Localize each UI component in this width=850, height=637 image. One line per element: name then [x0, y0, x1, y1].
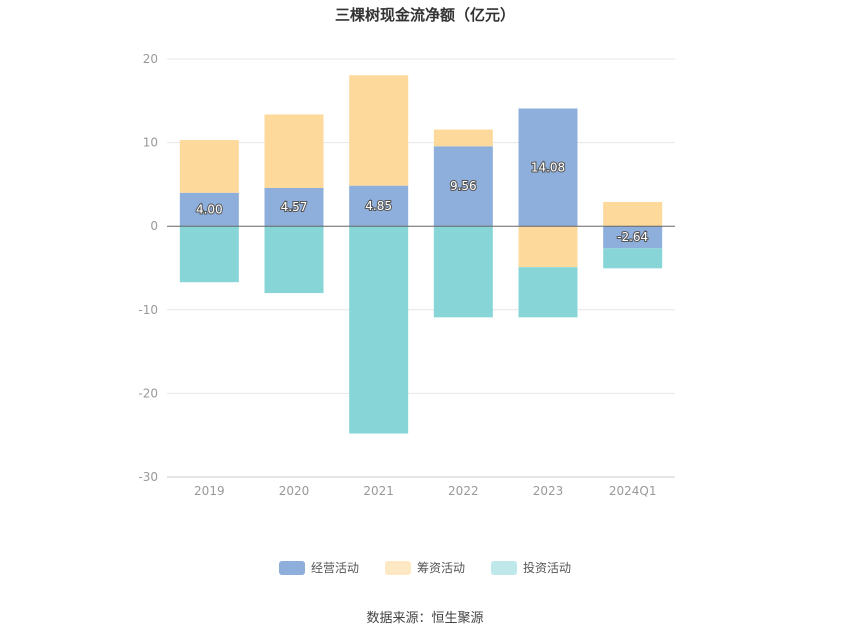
x-tick-label: 2022 [448, 484, 479, 498]
data-label-operating: 14.08 [531, 160, 565, 174]
data-source: 数据来源：恒生聚源 [366, 611, 484, 626]
legend: 经营活动 筹资活动 投资活动 [0, 559, 850, 576]
bar-operating [603, 226, 663, 249]
bar-operating [349, 185, 409, 227]
y-tick-label: 10 [143, 136, 158, 150]
legend-item-investing[interactable]: 投资活动 [491, 559, 571, 576]
bar-operating [518, 108, 578, 227]
legend-swatch-investing [491, 560, 517, 575]
bar-financing [349, 75, 409, 186]
y-tick-label: 20 [143, 52, 158, 66]
x-tick-label: 2023 [533, 484, 564, 498]
data-label-operating: 9.56 [450, 179, 477, 193]
y-tick-label: -30 [138, 470, 158, 484]
bar-investing [433, 226, 493, 318]
y-tick-label: -20 [138, 386, 158, 400]
x-tick-label: 2021 [363, 484, 394, 498]
bar-investing [603, 248, 663, 269]
legend-label-investing: 投资活动 [523, 561, 572, 575]
legend-swatch-operating [278, 560, 305, 575]
x-tick-label: 2024Q1 [609, 484, 657, 498]
x-tick-label: 2019 [194, 484, 225, 498]
legend-item-financing[interactable]: 筹资活动 [384, 559, 465, 576]
data-label-operating: 4.85 [365, 199, 392, 213]
bar-investing [349, 226, 409, 434]
legend-item-operating[interactable]: 经营活动 [278, 559, 359, 576]
y-tick-label: -10 [138, 303, 158, 317]
bar-operating [179, 192, 239, 227]
x-tick-label: 2020 [279, 484, 310, 498]
data-label-operating: -2.64 [617, 230, 648, 244]
bar-financing [518, 226, 578, 268]
bar-financing [264, 114, 324, 188]
bar-operating [433, 146, 493, 227]
data-label-operating: 4.57 [281, 200, 308, 214]
bar-investing [264, 226, 324, 294]
bar-investing [179, 226, 239, 283]
bar-financing [433, 129, 493, 147]
legend-swatch-financing [384, 560, 411, 575]
chart-title: 三棵树现金流净额（亿元） [334, 6, 515, 24]
bar-financing [603, 201, 663, 227]
bar-financing [179, 140, 239, 193]
y-tick-label: 0 [150, 219, 158, 233]
bar-investing [518, 267, 578, 318]
data-label-operating: 4.00 [196, 202, 223, 216]
legend-label-financing: 筹资活动 [416, 561, 465, 575]
legend-label-operating: 经营活动 [310, 561, 359, 575]
bar-operating [264, 187, 324, 227]
